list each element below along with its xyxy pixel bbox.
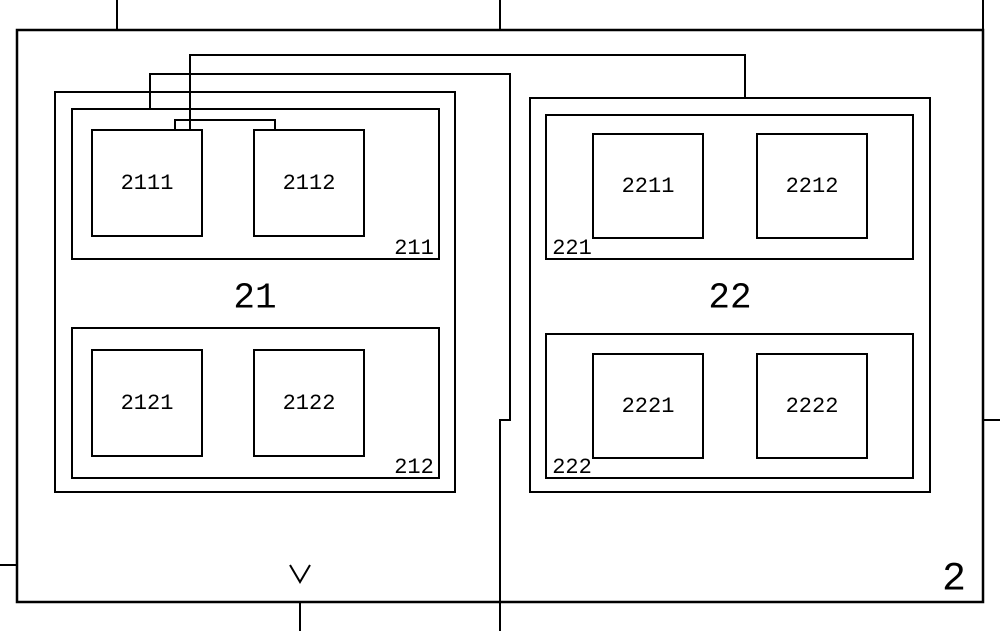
label-222: 222	[552, 455, 592, 480]
wire-10	[290, 565, 310, 582]
corner-label-2: 2	[942, 558, 966, 603]
label-221: 221	[552, 236, 592, 261]
block-222	[546, 334, 913, 478]
label-2222: 2222	[786, 394, 839, 419]
label-21: 21	[233, 278, 276, 319]
label-211: 211	[394, 236, 434, 261]
label-2121: 2121	[121, 391, 174, 416]
label-2112: 2112	[283, 171, 336, 196]
diagram-svg: 2122211212221222211121122121212222112212…	[0, 0, 1000, 631]
label-2111: 2111	[121, 171, 174, 196]
label-22: 22	[708, 278, 751, 319]
label-212: 212	[394, 455, 434, 480]
label-2221: 2221	[622, 394, 675, 419]
label-2211: 2211	[622, 174, 675, 199]
label-2122: 2122	[283, 391, 336, 416]
label-2212: 2212	[786, 174, 839, 199]
